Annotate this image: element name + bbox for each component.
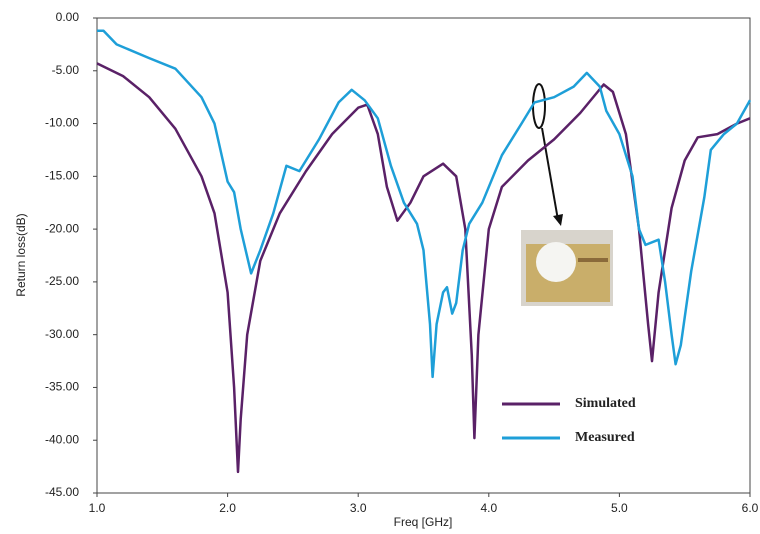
y-tick-label: -25.00: [45, 274, 79, 288]
x-tick-label: 5.0: [611, 501, 628, 515]
annotation-ellipse: [532, 83, 546, 129]
y-tick-label: 0.00: [56, 10, 80, 24]
legend-label: Measured: [575, 430, 635, 445]
x-tick-label: 4.0: [480, 501, 497, 515]
inset-photo: [521, 230, 613, 306]
plot-frame: [96, 17, 751, 494]
x-tick-label: 2.0: [219, 501, 236, 515]
y-tick-label: -30.00: [45, 327, 79, 341]
photo-resonator: [536, 242, 576, 282]
annotation-arrowhead: [553, 214, 563, 226]
legend-label: Simulated: [575, 396, 636, 411]
x-tick-label: 6.0: [742, 501, 759, 515]
y-tick-label: -40.00: [45, 432, 79, 446]
y-axis-title: Return loss(dB): [14, 213, 28, 296]
series-line: [97, 29, 752, 379]
series-line: [96, 62, 751, 474]
x-tick-label: 1.0: [89, 501, 106, 515]
y-tick-label: -15.00: [45, 169, 79, 183]
annotation-arrow: [541, 127, 559, 221]
x-tick-label: 3.0: [350, 501, 367, 515]
y-tick-label: -10.00: [45, 116, 79, 130]
photo-feed: [578, 258, 608, 262]
y-tick-label: -45.00: [45, 485, 79, 499]
x-axis-title: Freq [GHz]: [394, 515, 453, 529]
y-tick-label: -5.00: [52, 63, 80, 77]
y-tick-label: -35.00: [45, 380, 79, 394]
y-tick-label: -20.00: [45, 221, 79, 235]
